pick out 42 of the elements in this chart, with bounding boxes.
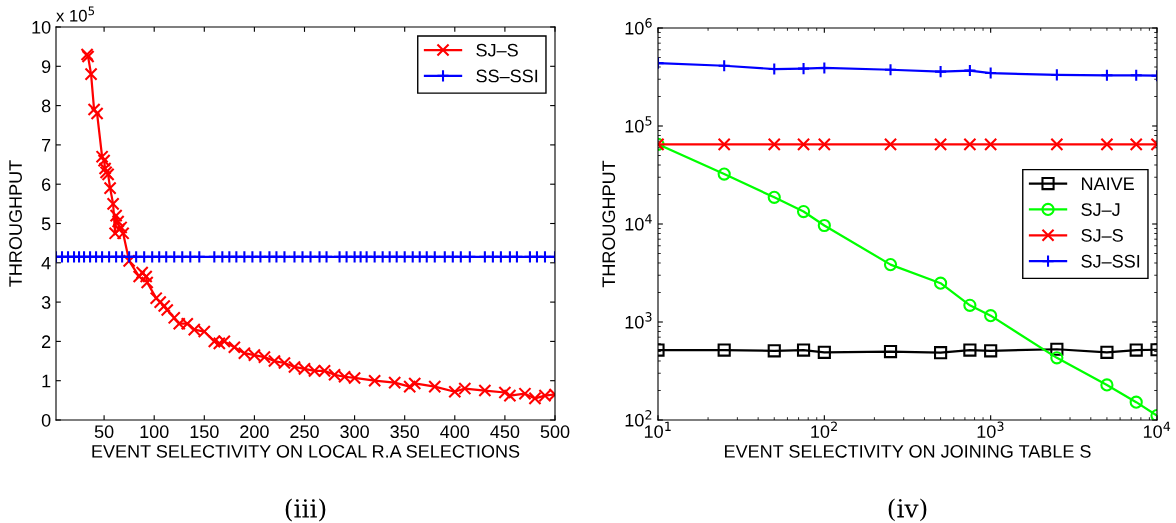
x-axis-title: EVENT SELECTIVITY ON LOCAL R.A SELECTIONS <box>92 444 520 458</box>
legend-label: NAIVE <box>1082 177 1134 190</box>
x-tick-label: 10$^{3}$ <box>977 421 1004 438</box>
y-axis-title: THROUGHPUT <box>9 160 22 287</box>
x-tick-label: 350 <box>390 425 420 439</box>
legend-label: SJ–SSI <box>1081 254 1140 268</box>
x-tick-label: 500 <box>540 425 570 439</box>
x-tick-label: 400 <box>440 425 470 439</box>
y-tick-label: 6 <box>42 178 51 191</box>
y-tick-label: 3 <box>41 296 51 309</box>
y-axis-title: THROUGHPUT <box>602 160 616 288</box>
x-tick-label: 50 <box>94 425 114 439</box>
x-tick-label: 200 <box>240 425 269 439</box>
x-tick-label: 250 <box>290 425 319 439</box>
legend-label: SJ–S <box>476 43 518 57</box>
y-tick-label: 9 <box>41 60 51 74</box>
y-tick-label: 10$^{6}$ <box>625 18 652 35</box>
y-tick-label: 7 <box>42 139 51 152</box>
x-tick-label: 100 <box>140 425 169 439</box>
x-tick-label: 10$^{1}$ <box>644 421 671 438</box>
legend-label: SJ–J <box>1081 203 1120 216</box>
y-tick-label: 5 <box>41 217 51 231</box>
x-tick-label: 150 <box>190 425 219 439</box>
y-tick-label: 10$^{3}$ <box>625 312 652 329</box>
y-tick-label: 10$^{5}$ <box>625 116 652 133</box>
y-tick-label: 1 <box>42 374 51 388</box>
x-tick-label: 10$^{2}$ <box>811 421 837 438</box>
text: x 10$^{5}$ <box>56 6 95 22</box>
x-tick-label: 10$^{4}$ <box>1143 421 1171 438</box>
legend-label: SS–SSI <box>476 69 538 83</box>
y-tick-label: 10$^{4}$ <box>625 214 652 231</box>
text: (iii) <box>285 498 326 522</box>
text: (iv) <box>888 498 927 522</box>
y-tick-label: 4 <box>41 256 51 270</box>
legend-label: SJ–S <box>1081 228 1123 242</box>
x-tick-label: 300 <box>340 425 369 439</box>
x-axis-title: EVENT SELECTIVITY ON JOINING TABLE S <box>725 444 1091 458</box>
y-tick-label: 2 <box>42 335 51 348</box>
x-tick-label: 450 <box>490 425 520 439</box>
y-tick-label: 0 <box>41 413 51 427</box>
y-tick-label: 10 <box>32 20 51 34</box>
y-tick-label: 8 <box>41 99 51 113</box>
